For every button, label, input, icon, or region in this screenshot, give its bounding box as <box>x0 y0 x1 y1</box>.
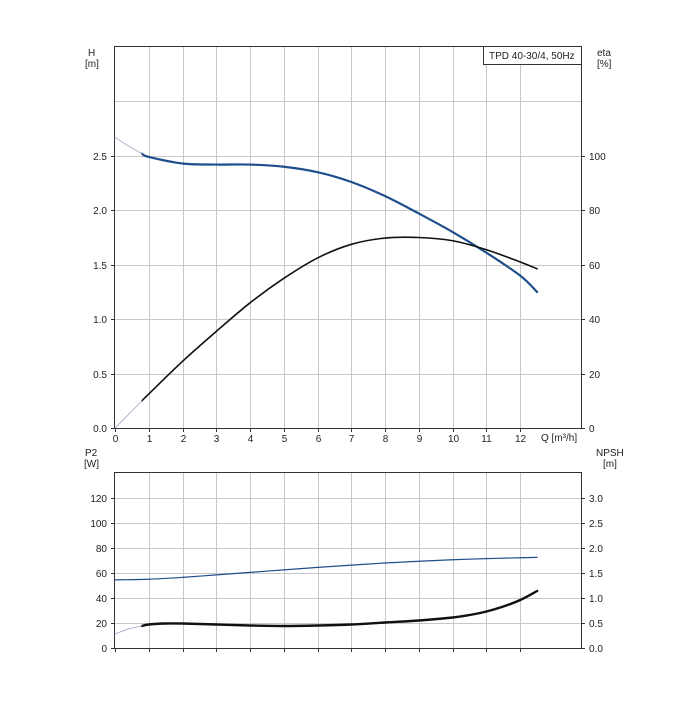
left-y-tick-label: 80 <box>96 544 108 555</box>
right-y-tick-label: 2.5 <box>589 519 603 530</box>
left-y-tick-label: 1.0 <box>93 315 107 326</box>
x-tick-label: 10 <box>448 434 460 445</box>
left-y-tick-label: 20 <box>96 619 108 630</box>
left-y-tick-label: 1.5 <box>93 261 107 272</box>
flow-axis-label: Q [m³/h] <box>541 433 577 444</box>
head-efficiency-frame <box>114 46 582 429</box>
right-y-tick-label: 0 <box>589 424 595 435</box>
right-y-tick-label: 1.0 <box>589 594 603 605</box>
left-y-tick-label: 40 <box>96 594 108 605</box>
head-axis-label: H <box>88 48 95 59</box>
x-tick-label: 9 <box>417 434 423 445</box>
x-tick-label: 11 <box>481 434 492 445</box>
power-npsh-frame <box>114 472 582 649</box>
left-y-tick-label: 60 <box>96 569 108 580</box>
right-y-tick-label: 100 <box>589 152 606 163</box>
series-line-0-0 <box>140 152 539 294</box>
x-tick-label: 2 <box>181 434 187 445</box>
series-line-1-0 <box>114 556 538 581</box>
right-y-tick-label: 80 <box>589 206 601 217</box>
head-efficiency-ticks: 0 1 2 3 4 5 6 7 8 9 10 11 120.00.51.01.52.02.5020406… <box>93 152 606 445</box>
left-y-tick-label: 0 <box>101 644 107 655</box>
head-efficiency-curves <box>114 136 539 429</box>
left-y-tick-label: 0.0 <box>93 424 107 435</box>
power-axis-label: P2 <box>85 448 98 459</box>
right-y-tick-label: 2.0 <box>589 544 603 555</box>
left-y-tick-label: 120 <box>90 494 107 505</box>
x-tick-label: 6 <box>316 434 322 445</box>
chart-title-box <box>483 46 582 65</box>
x-tick-label: 3 <box>214 434 220 445</box>
x-tick-label: 7 <box>349 434 355 445</box>
x-tick-label: 8 <box>383 434 389 445</box>
series-line-0-1 <box>114 136 143 155</box>
x-tick-label: 4 <box>248 434 254 445</box>
power-npsh-grid <box>115 473 581 648</box>
left-y-tick-label: 2.0 <box>93 206 107 217</box>
npsh-axis-unit: [m] <box>603 459 617 470</box>
head-efficiency-grid <box>115 47 581 428</box>
right-y-tick-label: 0.0 <box>589 644 603 655</box>
x-tick-label: 5 <box>282 434 288 445</box>
right-y-tick-label: 0.5 <box>589 619 603 630</box>
eta-axis-label: eta <box>597 48 611 59</box>
right-y-tick-label: 60 <box>589 261 601 272</box>
head-efficiency-panel: 0 1 2 3 4 5 6 7 8 9 10 11 120.00.51.01.52.02.5020406… <box>85 46 612 445</box>
right-y-tick-label: 1.5 <box>589 569 603 580</box>
left-y-tick-label: 2.5 <box>93 152 107 163</box>
series-line-0-2 <box>141 236 538 402</box>
left-y-tick-label: 100 <box>90 519 107 530</box>
power-axis-unit: [W] <box>84 459 99 470</box>
series-line-1-2 <box>114 625 143 635</box>
x-tick-label: 0 <box>113 434 119 445</box>
chart-title: TPD 40-30/4, 50Hz <box>489 51 575 62</box>
right-y-tick-label: 20 <box>589 370 601 381</box>
power-npsh-ticks: 0 20 40 60 80 100 120 0.0 0.5 1.0 1.5 2.0 2.5 3.0 <box>90 494 603 655</box>
left-y-tick-label: 0.5 <box>93 370 107 381</box>
x-tick-label: 1 <box>147 434 153 445</box>
x-tick-label: 12 <box>515 434 527 445</box>
right-y-tick-label: 3.0 <box>589 494 603 505</box>
right-y-tick-label: 40 <box>589 315 601 326</box>
series-line-0-3 <box>114 400 143 429</box>
npsh-axis-label: NPSH <box>596 448 624 459</box>
power-npsh-curves <box>114 556 539 635</box>
head-axis-unit: [m] <box>85 59 99 70</box>
series-line-1-1 <box>140 589 539 628</box>
eta-axis-unit: [%] <box>597 59 612 70</box>
